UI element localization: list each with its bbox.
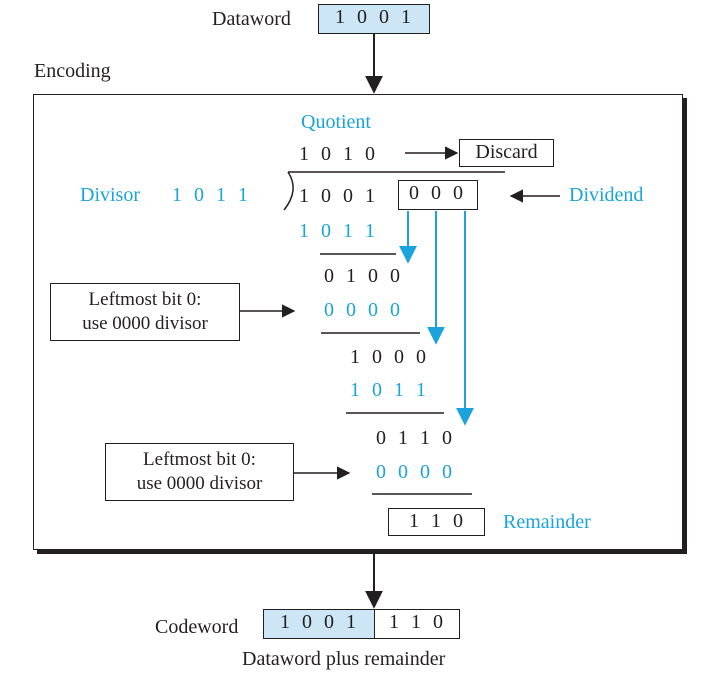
discard-label: Discard [475, 141, 538, 163]
divisor-bit: 0 [194, 184, 204, 206]
divisor-label: Divisor [80, 184, 140, 206]
codeword-bit: 0 [324, 611, 334, 633]
dataword-bit: 1 [335, 6, 345, 28]
step-bit: 1 [299, 220, 309, 242]
codeword-bit: 0 [302, 611, 312, 633]
step-bit: 1 [420, 427, 430, 449]
step-bit: 1 [398, 427, 408, 449]
step-bit: 0 [372, 379, 382, 401]
codeword-bit: 1 [389, 611, 399, 633]
step-bit: 0 [394, 346, 404, 368]
divisor-bit: 1 [216, 184, 226, 206]
step-bit: 0 [442, 427, 452, 449]
codeword-label: Codeword [155, 616, 239, 638]
codeword-bit: 0 [433, 611, 443, 633]
divisor-bit: 1 [172, 184, 182, 206]
codeword-bit: 1 [280, 611, 290, 633]
quotient-label: Quotient [301, 111, 371, 133]
step-bit: 1 [350, 379, 360, 401]
divisor-bit: 1 [238, 184, 248, 206]
step-bit: 0 [346, 299, 356, 321]
dataword-bit: 1 [401, 6, 411, 28]
quotient-bit: 0 [321, 143, 331, 165]
discard-box: Discard [459, 139, 554, 167]
note-line: use 0000 divisor [136, 473, 263, 494]
step-bit: 0 [390, 265, 400, 287]
division-bracket [283, 171, 294, 211]
dividend-bit: 1 [299, 185, 309, 207]
codeword-bit: 1 [411, 611, 421, 633]
quotient-bit: 1 [299, 143, 309, 165]
step-bit: 0 [442, 461, 452, 483]
remainder-bit: 1 [431, 510, 441, 532]
quotient-bit: 1 [343, 143, 353, 165]
remainder-bit: 1 [409, 510, 419, 532]
augmented-bit: 0 [431, 182, 441, 204]
augmented-bit: 0 [453, 182, 463, 204]
remainder-bit: 0 [453, 510, 463, 532]
step-bit: 0 [368, 299, 378, 321]
note-line: use 0000 divisor [82, 313, 208, 334]
note-line: Leftmost bit 0: [143, 449, 256, 470]
step-bit: 0 [324, 265, 334, 287]
dividend-bit: 1 [365, 185, 375, 207]
step-bit: 1 [365, 220, 375, 242]
note-line: Leftmost bit 0: [88, 289, 202, 310]
step-bit: 1 [394, 379, 404, 401]
step-bit: 0 [416, 346, 426, 368]
step-bit: 0 [376, 427, 386, 449]
step-bit: 0 [321, 220, 331, 242]
codeword-caption: Dataword plus remainder [242, 648, 446, 670]
step-bit: 1 [416, 379, 426, 401]
leftmost-bit-note-2: Leftmost bit 0: use 0000 divisor [105, 443, 294, 501]
step-bit: 1 [350, 346, 360, 368]
dataword-bit: 0 [357, 6, 367, 28]
dataword-bit: 0 [379, 6, 389, 28]
dividend-bit: 0 [343, 185, 353, 207]
remainder-label: Remainder [503, 511, 591, 533]
step-bit: 0 [390, 299, 400, 321]
step-bit: 0 [368, 265, 378, 287]
step-bit: 0 [420, 461, 430, 483]
codeword-bit: 1 [346, 611, 356, 633]
dataword-label: Dataword [212, 8, 291, 30]
quotient-bit: 0 [365, 143, 375, 165]
dividend-bit: 0 [321, 185, 331, 207]
step-bit: 0 [324, 299, 334, 321]
step-bit: 1 [343, 220, 353, 242]
leftmost-bit-note-1: Leftmost bit 0: use 0000 divisor [50, 283, 240, 341]
dividend-label: Dividend [569, 184, 644, 206]
step-bit: 0 [398, 461, 408, 483]
encoding-label: Encoding [34, 60, 111, 82]
step-bit: 0 [372, 346, 382, 368]
step-bit: 1 [346, 265, 356, 287]
augmented-bit: 0 [409, 182, 419, 204]
step-bit: 0 [376, 461, 386, 483]
